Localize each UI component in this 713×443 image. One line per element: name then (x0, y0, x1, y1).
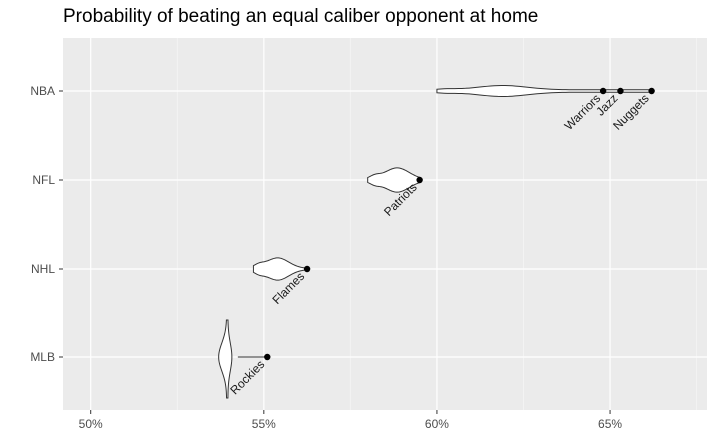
x-tick-label: 60% (425, 417, 449, 431)
team-point-nuggets (648, 87, 655, 95)
y-tick-label-nhl: NHL (31, 262, 55, 276)
plot-panel (63, 38, 707, 410)
x-tick-label: 65% (598, 417, 622, 431)
y-tick-label-mlb: MLB (30, 350, 55, 364)
chart-title: Probability of beating an equal caliber … (63, 6, 539, 27)
y-tick-label-nba: NBA (30, 84, 55, 98)
x-tick-label: 50% (79, 417, 103, 431)
violin-mlb (218, 319, 233, 399)
team-point-patriots (416, 176, 423, 184)
team-point-flames (303, 265, 311, 273)
team-point-jazz (617, 87, 624, 95)
y-tick-label-nfl: NFL (32, 173, 55, 187)
x-tick-label: 55% (252, 417, 276, 431)
team-point-rockies (264, 353, 271, 361)
team-point-warriors (599, 87, 607, 95)
